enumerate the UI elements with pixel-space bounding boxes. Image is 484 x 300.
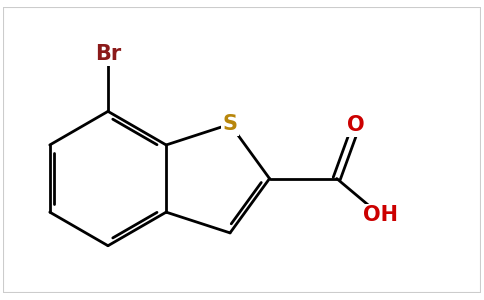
Text: OH: OH xyxy=(363,205,398,225)
Text: Br: Br xyxy=(95,44,121,64)
Text: O: O xyxy=(348,115,365,135)
Text: S: S xyxy=(223,114,238,134)
Bar xyxy=(3,7,481,293)
